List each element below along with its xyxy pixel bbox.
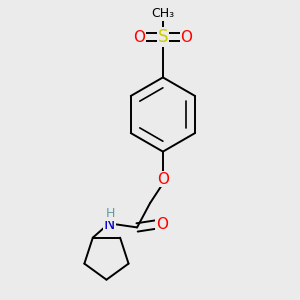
Text: O: O	[134, 30, 146, 45]
Text: O: O	[157, 172, 169, 187]
Text: O: O	[156, 217, 168, 232]
Text: S: S	[158, 28, 168, 46]
Text: H: H	[106, 207, 115, 220]
Text: O: O	[181, 30, 193, 45]
Text: CH₃: CH₃	[151, 7, 175, 20]
Text: N: N	[104, 217, 116, 232]
